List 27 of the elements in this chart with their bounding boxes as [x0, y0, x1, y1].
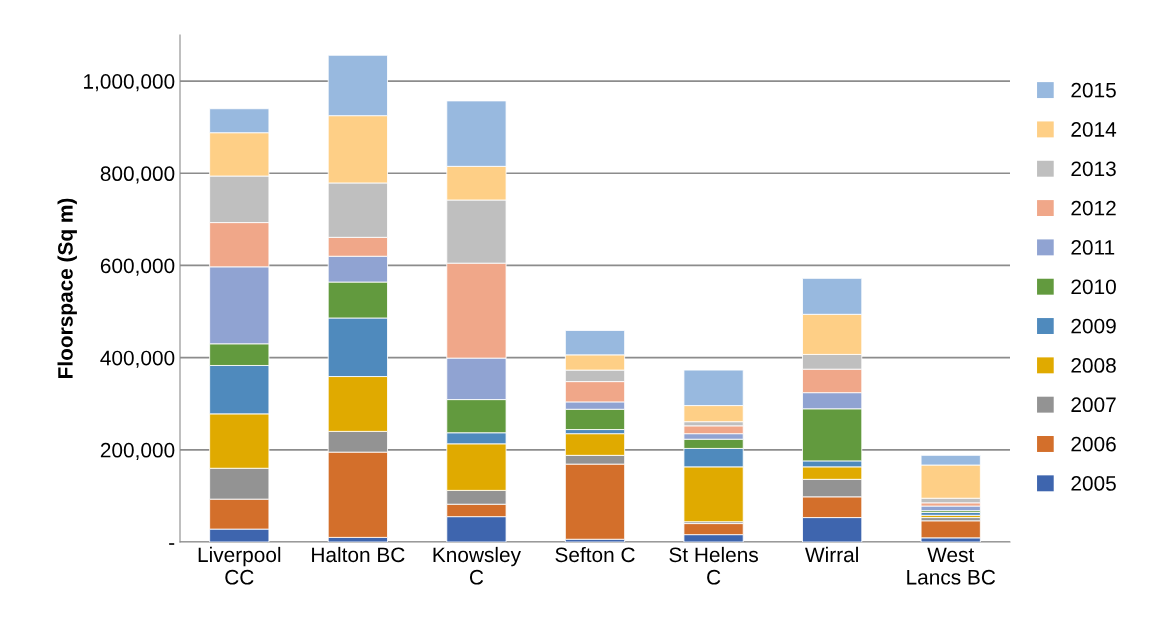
- legend-label: 2008: [1071, 358, 1116, 373]
- x-tick-label: Liverpool CC: [198, 546, 281, 585]
- bar: [920, 502, 981, 507]
- y-axis-title: Floorspace (Sq m): [57, 198, 77, 378]
- x-tick-label: Knowsley C: [433, 546, 521, 585]
- y-tick-label: 200,000: [100, 442, 175, 461]
- y-tick-label: 400,000: [100, 350, 175, 368]
- bar: [920, 520, 981, 539]
- x-tick-label: West Lancs BC: [907, 547, 996, 585]
- y-tick-label: 1,000,000: [84, 74, 175, 92]
- legend-label: 2014: [1071, 122, 1117, 137]
- legend-label: 2013: [1071, 161, 1116, 177]
- legend-label: 2005: [1071, 476, 1116, 491]
- legend-label: 2012: [1071, 200, 1116, 216]
- legend-label: 2010: [1071, 279, 1116, 295]
- legend-label: 2007: [1071, 397, 1116, 413]
- y-tick-label: 800,000: [100, 166, 175, 184]
- y-tick-label: -: [169, 543, 175, 545]
- legend-label: 2006: [1071, 436, 1116, 452]
- x-tick-label: Halton BC: [312, 546, 405, 563]
- x-tick-label: St Helens C: [669, 546, 758, 585]
- legend-label: 2015: [1071, 82, 1116, 98]
- x-tick-label: Sefton C: [555, 546, 635, 563]
- y-tick-label: 600,000: [100, 258, 175, 276]
- legend-label: 2011: [1071, 240, 1115, 255]
- legend-label: 2009: [1071, 318, 1116, 334]
- x-tick-label: Wirral: [805, 546, 858, 563]
